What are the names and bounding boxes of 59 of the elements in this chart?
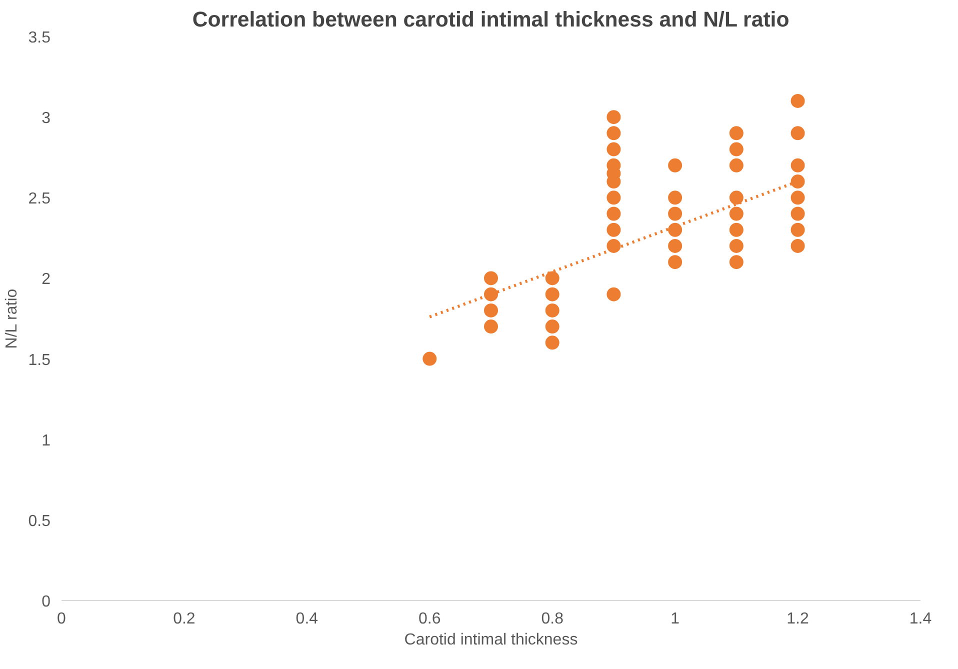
point xyxy=(545,336,560,350)
x-tick-label: 0.4 xyxy=(296,610,318,628)
point xyxy=(790,158,805,172)
y-tick-label: 0.5 xyxy=(28,512,51,530)
point xyxy=(606,206,621,221)
point xyxy=(606,222,621,237)
x-tick-label: 1.2 xyxy=(786,610,810,628)
point xyxy=(668,190,682,205)
point xyxy=(668,255,682,270)
point xyxy=(606,239,621,253)
point xyxy=(729,239,744,253)
point xyxy=(545,287,560,302)
y-tick-label: 1 xyxy=(42,432,51,450)
point xyxy=(729,142,744,156)
point xyxy=(668,158,682,172)
point xyxy=(606,190,621,205)
point xyxy=(790,174,805,189)
point xyxy=(790,239,805,253)
point xyxy=(484,303,498,318)
point xyxy=(606,287,621,302)
point xyxy=(668,222,682,237)
y-tick-label: 2 xyxy=(42,271,51,288)
point xyxy=(790,126,805,140)
x-tick-label: 0 xyxy=(57,610,66,628)
point xyxy=(790,94,805,108)
point xyxy=(790,222,805,237)
point xyxy=(729,206,744,221)
point xyxy=(422,352,437,366)
x-axis-title: Carotid intimal thickness xyxy=(404,632,578,648)
point xyxy=(484,320,498,334)
y-tick-label: 1.5 xyxy=(28,352,51,369)
point xyxy=(606,142,621,156)
point xyxy=(668,206,682,221)
chart-title: Correlation between carotid intimal thickness and N/L ratio xyxy=(192,8,790,32)
x-tick-label: 1 xyxy=(670,610,680,628)
point xyxy=(790,190,805,205)
point xyxy=(545,271,560,286)
y-tick-label: 3.5 xyxy=(28,30,51,46)
point xyxy=(606,110,621,124)
point xyxy=(484,271,498,286)
y-tick-label: 3 xyxy=(42,110,51,128)
point xyxy=(729,126,744,140)
point xyxy=(545,303,560,318)
y-tick-label: 0 xyxy=(42,594,51,610)
x-tick-label: 0.6 xyxy=(418,610,441,628)
point xyxy=(729,158,744,172)
point xyxy=(606,126,621,140)
x-tick-label: 0.8 xyxy=(541,610,564,628)
point xyxy=(668,239,682,253)
x-tick-label: 1.4 xyxy=(909,610,932,628)
y-tick-label: 2.5 xyxy=(28,190,51,208)
point xyxy=(729,190,744,205)
x-tick-label: 0.2 xyxy=(173,610,196,628)
y-axis-title: N/L ratio xyxy=(3,288,20,349)
point xyxy=(484,287,498,302)
point xyxy=(545,320,560,334)
point xyxy=(729,222,744,237)
point xyxy=(790,206,805,221)
point xyxy=(729,255,744,270)
